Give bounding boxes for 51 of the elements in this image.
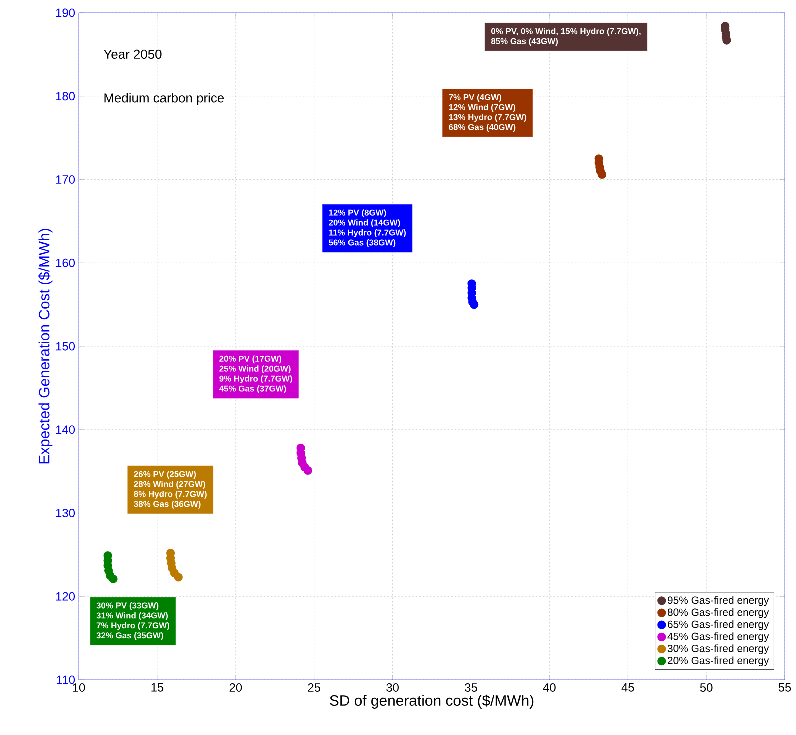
x-tick-label: 45 <box>622 684 634 692</box>
annotation: 7% Hydro (7.7GW) <box>96 622 170 630</box>
annotation: 12% Wind (7GW) <box>449 104 516 112</box>
y-tick-label: 130 <box>56 509 76 518</box>
y-tick-label: 110 <box>57 676 76 684</box>
legend-label: 30% Gas-fired energy <box>668 644 770 654</box>
annotation: 8% Hydro (7.7GW) <box>134 491 207 499</box>
y-axis-title: Expected Generation Cost ($/MWh) <box>38 229 53 464</box>
y-tick-label: 120 <box>56 592 76 601</box>
x-axis-title: SD of generation cost ($/MWh) <box>330 694 534 709</box>
annotation: Medium carbon price <box>104 93 224 106</box>
annotation: 0% PV, 0% Wind, 15% Hydro (7.7GW), <box>491 28 641 36</box>
annotation: 32% Gas (35GW) <box>96 632 164 640</box>
annotation: 26% PV (25GW) <box>134 471 196 479</box>
annotation: 56% Gas (38GW) <box>329 240 396 248</box>
annotation: 31% Wind (34GW) <box>96 612 168 620</box>
x-tick-label: 35 <box>465 684 478 692</box>
y-tick-label: 160 <box>56 258 76 268</box>
x-tick-label: 20 <box>230 684 242 692</box>
annotation: 30% PV (33GW) <box>96 602 159 610</box>
x-tick-label: 25 <box>308 684 320 692</box>
annotation: 68% Gas (40GW) <box>449 124 516 132</box>
y-tick-label: 140 <box>56 426 76 434</box>
x-tick-label: 15 <box>152 684 164 692</box>
y-tick-label: 180 <box>56 92 76 101</box>
annotation: 7% PV (4GW) <box>449 94 502 102</box>
x-tick-label: 50 <box>700 684 713 692</box>
x-tick-label: 10 <box>73 684 86 692</box>
legend-label: 95% Gas-fired energy <box>668 596 770 606</box>
annotation: 25% Wind (20GW) <box>220 366 291 374</box>
x-tick-label: 30 <box>386 684 399 692</box>
y-tick-label: 190 <box>56 8 76 18</box>
legend-label: 45% Gas-fired energy <box>668 632 770 642</box>
annotation: 85% Gas (43GW) <box>491 38 558 46</box>
annotation: 28% Wind (27GW) <box>134 481 206 489</box>
annotation: 12% PV (8GW) <box>329 210 386 218</box>
x-tick-label: 40 <box>543 684 556 692</box>
annotation: 38% Gas (36GW) <box>134 500 201 509</box>
y-tick-label: 150 <box>56 342 76 351</box>
legend-label: 80% Gas-fired energy <box>668 608 770 618</box>
x-tick-label: 55 <box>778 684 792 692</box>
annotation: Year 2050 <box>104 50 162 60</box>
annotation: 9% Hydro (7.7GW) <box>220 376 292 384</box>
legend-label: 20% Gas-fired energy <box>668 656 770 666</box>
legend-label: 65% Gas-fired energy <box>668 620 770 630</box>
y-tick-label: 170 <box>56 176 76 184</box>
annotation: 20% Wind (14GW) <box>329 220 400 228</box>
annotation: 13% Hydro (7.7GW) <box>449 114 526 122</box>
annotation: 11% Hydro (7.7GW) <box>329 230 406 238</box>
annotation: 20% PV (17GW) <box>220 356 282 364</box>
annotation: 45% Gas (37GW) <box>219 386 286 394</box>
